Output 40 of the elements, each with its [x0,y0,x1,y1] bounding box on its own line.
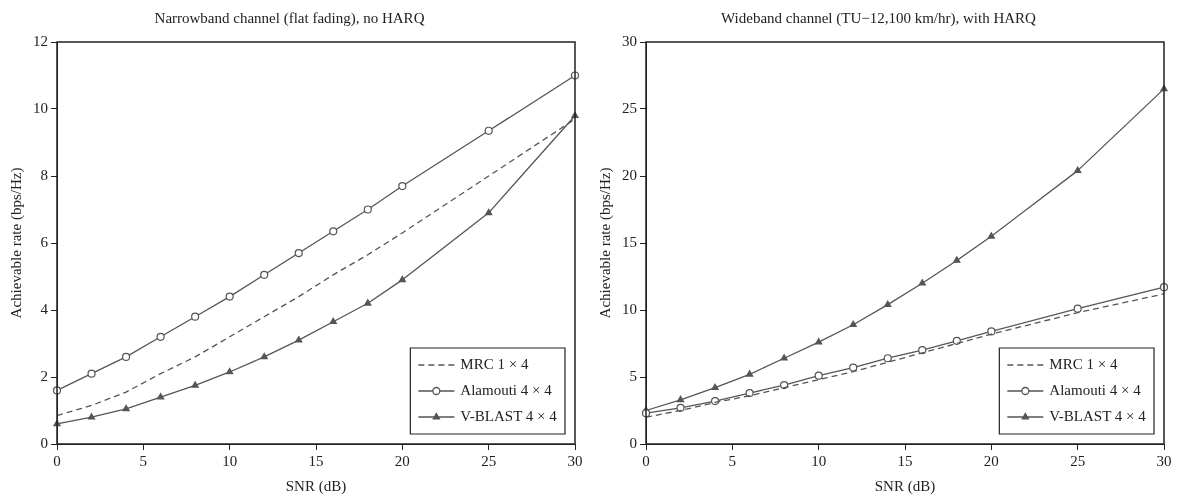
y-tick-label: 25 [622,99,637,116]
x-tick-label: 20 [983,452,999,469]
y-tick-label: 0 [40,434,48,451]
x-tick-label: 5 [139,452,148,469]
chart-title: Narrowband channel (flat fading), no HARQ [154,9,425,27]
y-tick-label: 2 [40,367,48,384]
y-tick-label: 8 [40,166,48,183]
y-tick-label: 4 [40,300,49,317]
legend-label: V-BLAST 4 × 4 [1049,407,1147,424]
y-tick-label: 10 [33,99,48,116]
legend-label: MRC 1 × 4 [460,355,529,372]
legend-label: V-BLAST 4 × 4 [460,407,558,424]
legend-label: Alamouti 4 × 4 [1049,381,1142,398]
x-tick-label: 25 [1070,452,1086,469]
legend-label: Alamouti 4 × 4 [460,381,553,398]
y-tick-label: 20 [622,166,637,183]
y-tick-label: 30 [622,32,637,49]
y-tick-label: 12 [33,32,48,49]
x-tick-label: 0 [642,452,650,469]
x-tick-label: 30 [567,452,583,469]
y-tick-label: 10 [622,300,637,317]
x-tick-label: 10 [811,452,827,469]
x-tick-label: 20 [394,452,410,469]
x-tick-label: 30 [1156,452,1172,469]
y-tick-label: 5 [629,367,637,384]
legend-label: MRC 1 × 4 [1049,355,1118,372]
x-tick-label: 15 [308,452,324,469]
x-axis-title: SNR (dB) [874,477,936,495]
y-axis-title: Achievable rate (bps/Hz) [596,167,614,319]
x-tick-label: 15 [897,452,913,469]
x-tick-label: 5 [728,452,737,469]
x-axis-title: SNR (dB) [285,477,347,495]
x-tick-label: 0 [53,452,61,469]
y-tick-label: 0 [629,434,637,451]
x-tick-label: 25 [481,452,497,469]
y-tick-label: 15 [622,233,637,250]
x-tick-label: 10 [222,452,238,469]
chart-title: Wideband channel (TU−12,100 km/hr), with HARQ [721,9,1037,27]
y-axis-title: Achievable rate (bps/Hz) [7,167,25,319]
y-tick-label: 6 [40,233,49,250]
